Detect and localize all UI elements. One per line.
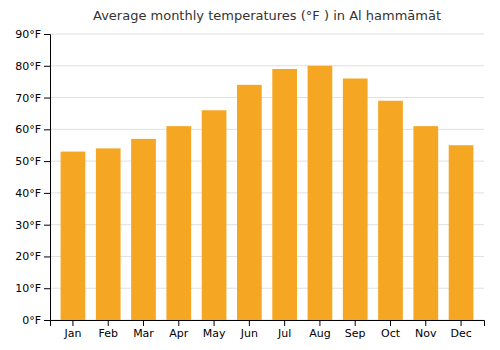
y-tick: 10°F (15, 282, 50, 295)
y-tick: 0°F (22, 314, 50, 327)
grid-line (50, 97, 484, 98)
tick-label: Aug (309, 327, 330, 340)
tick-mark (44, 98, 50, 99)
x-axis: Jan Feb Mar Apr May Jun Jul Aug Sep Oct Nov Dec (51, 320, 485, 340)
x-tick: Mar (133, 320, 154, 340)
tick-mark (461, 320, 462, 326)
tick-label: 90°F (15, 28, 41, 41)
tick-label: May (203, 327, 226, 340)
bar (237, 85, 262, 320)
y-tick: 60°F (15, 123, 50, 136)
bar (343, 78, 368, 320)
tick-label: Jun (240, 327, 258, 340)
bar (378, 101, 403, 320)
x-tick: May (203, 320, 226, 340)
bar (413, 126, 438, 320)
y-tick: 30°F (15, 219, 50, 232)
x-tick: Dec (450, 320, 471, 340)
tick-label: Oct (381, 327, 401, 340)
tick-label: Jan (63, 327, 81, 340)
tick-mark (425, 320, 426, 326)
y-tick: 80°F (15, 60, 50, 73)
x-tick: Sep (345, 320, 366, 340)
bar (202, 110, 227, 320)
tick-label: 20°F (15, 250, 41, 263)
axis-line (51, 321, 485, 327)
x-tick: Nov (415, 320, 437, 340)
tick-mark (319, 320, 320, 326)
tick-mark (44, 161, 50, 162)
tick-mark (143, 320, 144, 326)
grid-line (50, 34, 484, 35)
tick-label: Jul (277, 327, 291, 340)
chart: 0°F 10°F 20°F 30°F 40°F 50°F 60°F 70°F 80°F 90°F J… (0, 0, 500, 350)
x-tick: Apr (169, 320, 189, 340)
tick-mark (355, 320, 356, 326)
x-tick: Jan (63, 320, 81, 340)
tick-mark (44, 34, 50, 35)
bar (61, 152, 86, 320)
tick-label: 50°F (15, 155, 41, 168)
tick-label: Apr (169, 327, 189, 340)
tick-label: 70°F (15, 92, 41, 105)
grid (50, 34, 484, 320)
tick-mark (108, 320, 109, 326)
tick-mark (249, 320, 250, 326)
tick-mark (390, 320, 391, 326)
tick-mark (44, 66, 50, 67)
x-tick: Oct (381, 320, 401, 340)
tick-mark (44, 193, 50, 194)
tick-label: Feb (98, 327, 117, 340)
tick-label: Dec (450, 327, 471, 340)
bar (166, 126, 191, 320)
y-tick: 70°F (15, 92, 50, 105)
tick-label: 40°F (15, 187, 41, 200)
tick-mark (44, 288, 50, 289)
tick-mark (214, 320, 215, 326)
y-tick: 20°F (15, 250, 50, 263)
tick-label: 10°F (15, 282, 41, 295)
tick-label: 0°F (22, 314, 41, 327)
axis-line (44, 35, 51, 321)
title: Average monthly temperatures (°F ) in Al… (93, 8, 441, 23)
tick-label: Nov (415, 327, 437, 340)
x-tick: Feb (98, 320, 117, 340)
tick-label: 60°F (15, 123, 41, 136)
tick-label: 30°F (15, 219, 41, 232)
tick-label: Sep (345, 327, 366, 340)
bar (131, 139, 156, 320)
bar (449, 145, 474, 320)
y-axis: 0°F 10°F 20°F 30°F 40°F 50°F 60°F 70°F 80°F 90°F (15, 28, 50, 327)
tick-mark (44, 225, 50, 226)
tick-mark (44, 256, 50, 257)
x-tick: Jun (240, 320, 258, 340)
grid-line (50, 65, 484, 66)
tick-mark (178, 320, 179, 326)
x-tick: Aug (309, 320, 330, 340)
bar (96, 148, 121, 320)
bar (272, 69, 297, 320)
bars (61, 66, 474, 320)
x-tick: Jul (277, 320, 291, 340)
bar (308, 66, 333, 320)
tick-mark (44, 129, 50, 130)
tick-label: 80°F (15, 60, 41, 73)
tick-mark (284, 320, 285, 326)
tick-mark (44, 320, 50, 321)
y-tick: 40°F (15, 187, 50, 200)
tick-mark (72, 320, 73, 326)
y-tick: 50°F (15, 155, 50, 168)
y-tick: 90°F (15, 28, 50, 41)
plot: 0°F 10°F 20°F 30°F 40°F 50°F 60°F 70°F 80°F 90°F J… (15, 28, 484, 340)
tick-label: Mar (133, 327, 154, 340)
